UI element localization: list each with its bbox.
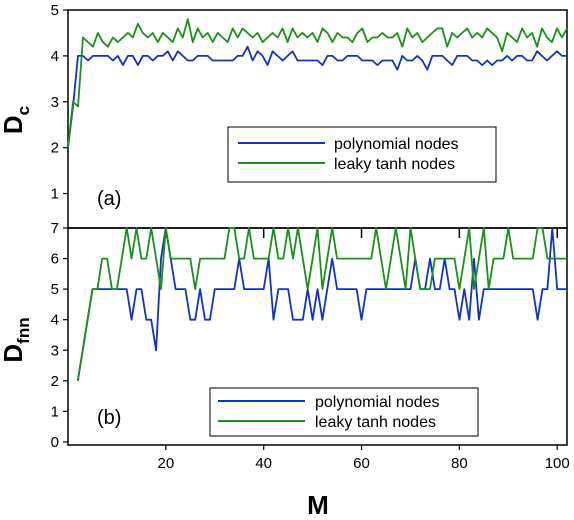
panel-b-legend-box [209,387,479,437]
panel-b-y-tick-label-5: 5 [51,281,59,298]
panel-b-label: (b) [97,407,121,429]
panel-b-series-polynomial-nodes [76,227,567,381]
panel-a-y-tick-label-1: 1 [51,186,59,203]
panel-b-y-tick-label-7: 7 [51,220,59,237]
panel-b-y-ticks: 0 1 2 3 4 5 6 7 [51,220,68,451]
panel-b-x-tick-label-20: 20 [157,455,174,472]
x-axis-title: M [307,490,329,520]
panel-a-legend-box [227,126,497,183]
panel-b-y-tick-label-2: 2 [51,373,59,390]
panel-b-series-lines [76,227,567,381]
panel-a-y-ticks: 1 2 3 4 5 [51,2,68,203]
panel-a-y-axis-title: Dc [0,106,33,134]
panel-a-y-tick-label-5: 5 [51,2,59,19]
panel-b-y-axis-title: Dfnn [0,317,33,362]
panel-b-y-axis-title-main: D [0,344,28,363]
panel-b-y-tick-label-4: 4 [51,312,59,329]
panel-b-x-tick-label-100: 100 [545,455,570,472]
panel-a-y-tick-label-4: 4 [51,48,59,65]
panel-a-series-lines [67,18,568,148]
panel-b-y-axis-title-sub: fnn [14,317,33,343]
panel-b-legend: polynomial nodes leaky tanh nodes [209,387,479,437]
panel-a-y-axis-title-main: D [0,115,28,134]
panel-b-x-ticks: 20 40 60 80 100 [157,228,570,472]
panel-b-series-leaky-tanh-nodes [76,227,567,381]
panel-b-x-tick-label-60: 60 [353,455,370,472]
legend-label-polynomial-nodes: polynomial nodes [315,394,440,411]
panel-b-x-tick-label-40: 40 [255,455,272,472]
panel-a: 1 2 3 4 5 (a) polynomial nodes leaky tanh no… [0,2,568,229]
legend-label-leaky-tanh-nodes: leaky tanh nodes [334,156,455,173]
panel-a-y-axis-title-sub: c [14,106,33,115]
panel-a-y-tick-label-2: 2 [51,140,59,157]
panel-a-series-leaky-tanh-nodes [67,18,568,148]
panel-a-y-tick-label-3: 3 [51,94,59,111]
panel-a-series-polynomial-nodes [67,45,567,148]
panel-a-label: (a) [97,188,121,210]
legend-label-leaky-tanh-nodes: leaky tanh nodes [315,414,436,431]
panel-b-y-tick-label-0: 0 [51,434,59,451]
panel-b-y-tick-label-6: 6 [51,251,59,268]
panel-b-y-tick-label-3: 3 [51,342,59,359]
legend-label-polynomial-nodes: polynomial nodes [334,136,459,153]
panel-b-x-tick-label-80: 80 [451,455,468,472]
panel-b-y-tick-label-1: 1 [51,403,59,420]
panel-a-legend: polynomial nodes leaky tanh nodes [227,126,497,183]
panel-b: 0 1 2 3 4 5 6 7 20 40 60 80 100 (b) polynomial node… [0,220,570,520]
